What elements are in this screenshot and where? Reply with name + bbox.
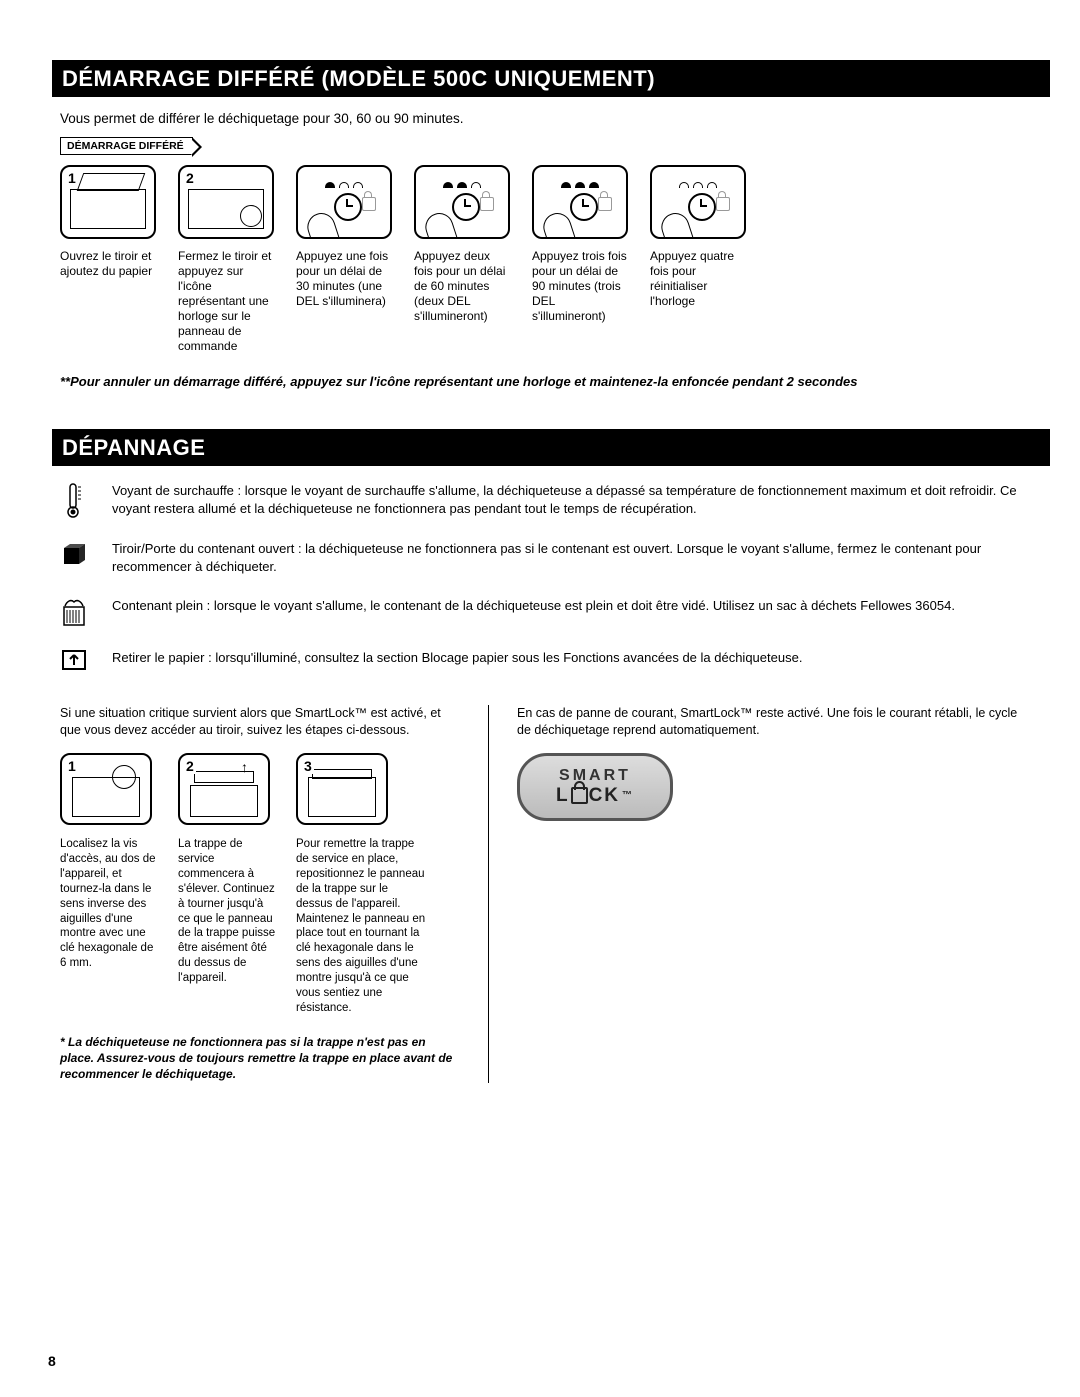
delayed-start-tag: DÉMARRAGE DIFFÉRÉ: [60, 137, 193, 155]
smartlock-steps: 1 Localisez la vis d'accès, au dos de l'…: [60, 753, 460, 1016]
step-6-illustration: [650, 165, 746, 239]
delayed-start-intro: Vous permet de différer le déchiquetage …: [60, 111, 1032, 126]
ts-bin-full: Contenant plein : lorsque le voyant s'al…: [60, 597, 1032, 627]
ts-overheat: Voyant de surchauffe : lorsque le voyant…: [60, 482, 1032, 518]
step-2: 2 Fermez le tiroir et appuyez sur l'icôn…: [178, 165, 274, 354]
step-3-text: Appuyez une fois pour un délai de 30 min…: [296, 249, 392, 309]
lock-icon: [571, 787, 588, 804]
step-4-text: Appuyez deux fois pour un délai de 60 mi…: [414, 249, 510, 324]
ts-bin-full-text: Contenant plein : lorsque le voyant s'al…: [112, 597, 955, 615]
sl-step-3-illustration: 3: [296, 753, 388, 825]
sl-step-3: 3 Pour remettre la trappe de service en …: [296, 753, 426, 1016]
step-4-illustration: [414, 165, 510, 239]
smartlock-right-intro: En cas de panne de courant, SmartLock™ r…: [517, 705, 1032, 739]
ts-overheat-text: Voyant de surchauffe : lorsque le voyant…: [112, 482, 1032, 517]
step-6-text: Appuyez quatre fois pour réinitialiser l…: [650, 249, 746, 309]
sl-step-1-text: Localisez la vis d'accès, au dos de l'ap…: [60, 837, 160, 971]
smartlock-logo: SMART L CK ™: [517, 753, 673, 821]
step-2-illustration: 2: [178, 165, 274, 239]
step-3-illustration: [296, 165, 392, 239]
step-3: Appuyez une fois pour un délai de 30 min…: [296, 165, 392, 309]
step-2-text: Fermez le tiroir et appuyez sur l'icône …: [178, 249, 274, 354]
step-number: 2: [184, 170, 196, 186]
smartlock-left-intro: Si une situation critique survient alors…: [60, 705, 460, 739]
step-1-illustration: 1: [60, 165, 156, 239]
step-1: 1 Ouvrez le tiroir et ajoutez du papier: [60, 165, 156, 279]
step-number: 1: [66, 758, 78, 774]
step-number: 1: [66, 170, 78, 186]
section-title-delayed-start: DÉMARRAGE DIFFÉRÉ (MODÈLE 500C UNIQUEMEN…: [52, 60, 1050, 97]
step-5-illustration: [532, 165, 628, 239]
step-5-text: Appuyez trois fois pour un délai de 90 m…: [532, 249, 628, 324]
ts-bin-open: Tiroir/Porte du contenant ouvert : la dé…: [60, 540, 1032, 575]
bin-open-icon: [60, 540, 88, 566]
smartlock-logo-line1: SMART: [559, 767, 631, 785]
logo-text-l: L: [556, 785, 570, 807]
sl-step-2-text: La trappe de service commencera à s'élev…: [178, 837, 278, 986]
step-1-text: Ouvrez le tiroir et ajoutez du papier: [60, 249, 156, 279]
smartlock-footnote: * La déchiqueteuse ne fonctionnera pas s…: [60, 1034, 460, 1083]
cancel-note: **Pour annuler un démarrage différé, app…: [60, 374, 1032, 389]
ts-remove-paper: Retirer le papier : lorsqu'illuminé, con…: [60, 649, 1032, 671]
section-title-troubleshooting: DÉPANNAGE: [52, 429, 1050, 466]
ts-remove-paper-text: Retirer le papier : lorsqu'illuminé, con…: [112, 649, 802, 667]
logo-text-ck: CK: [589, 785, 620, 807]
paper-up-icon: [60, 649, 88, 671]
sl-step-1-illustration: 1: [60, 753, 152, 825]
sl-step-2-illustration: 2 ↑: [178, 753, 270, 825]
thermometer-icon: [60, 482, 88, 518]
step-6: Appuyez quatre fois pour réinitialiser l…: [650, 165, 746, 309]
step-4: Appuyez deux fois pour un délai de 60 mi…: [414, 165, 510, 324]
smartlock-section: Si une situation critique survient alors…: [60, 705, 1032, 1083]
smartlock-left-col: Si une situation critique survient alors…: [60, 705, 488, 1083]
bin-full-icon: [60, 597, 88, 627]
step-number: 3: [302, 758, 314, 774]
smartlock-right-col: En cas de panne de courant, SmartLock™ r…: [488, 705, 1032, 1083]
sl-step-3-text: Pour remettre la trappe de service en pl…: [296, 837, 426, 1016]
step-5: Appuyez trois fois pour un délai de 90 m…: [532, 165, 628, 324]
page-number: 8: [48, 1353, 56, 1369]
page: DÉMARRAGE DIFFÉRÉ (MODÈLE 500C UNIQUEMEN…: [0, 0, 1080, 1397]
delayed-start-steps: 1 Ouvrez le tiroir et ajoutez du papier …: [60, 165, 1032, 354]
ts-bin-open-text: Tiroir/Porte du contenant ouvert : la dé…: [112, 540, 1032, 575]
smartlock-logo-line2: L CK ™: [556, 785, 634, 807]
step-number: 2: [184, 758, 196, 774]
sl-step-2: 2 ↑ La trappe de service commencera à s'…: [178, 753, 278, 1016]
sl-step-1: 1 Localisez la vis d'accès, au dos de l'…: [60, 753, 160, 1016]
